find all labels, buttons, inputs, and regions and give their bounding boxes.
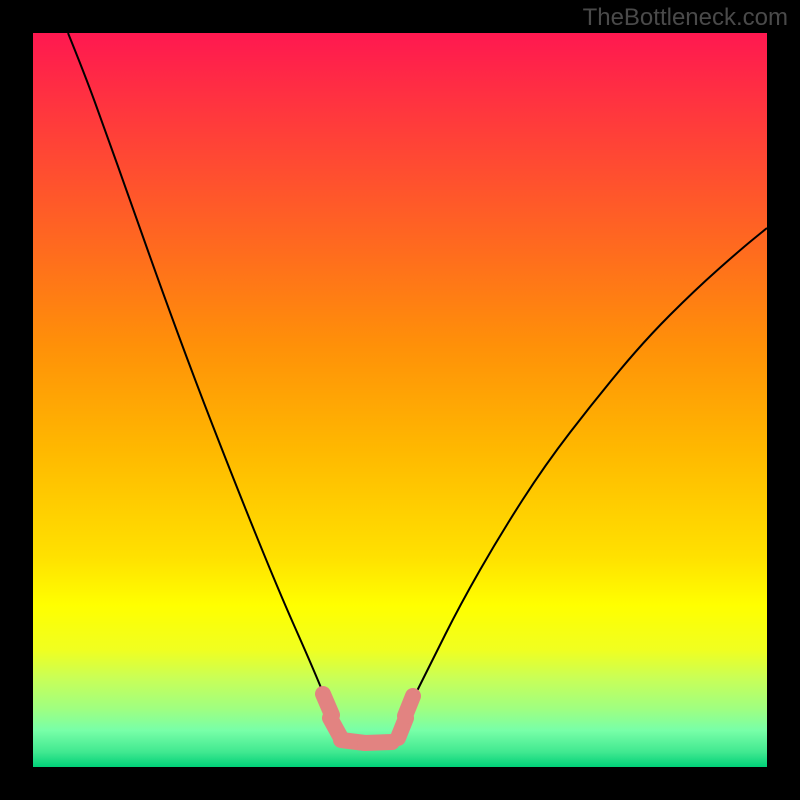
watermark-text: TheBottleneck.com bbox=[583, 4, 788, 32]
chart-plot-area bbox=[33, 33, 767, 767]
